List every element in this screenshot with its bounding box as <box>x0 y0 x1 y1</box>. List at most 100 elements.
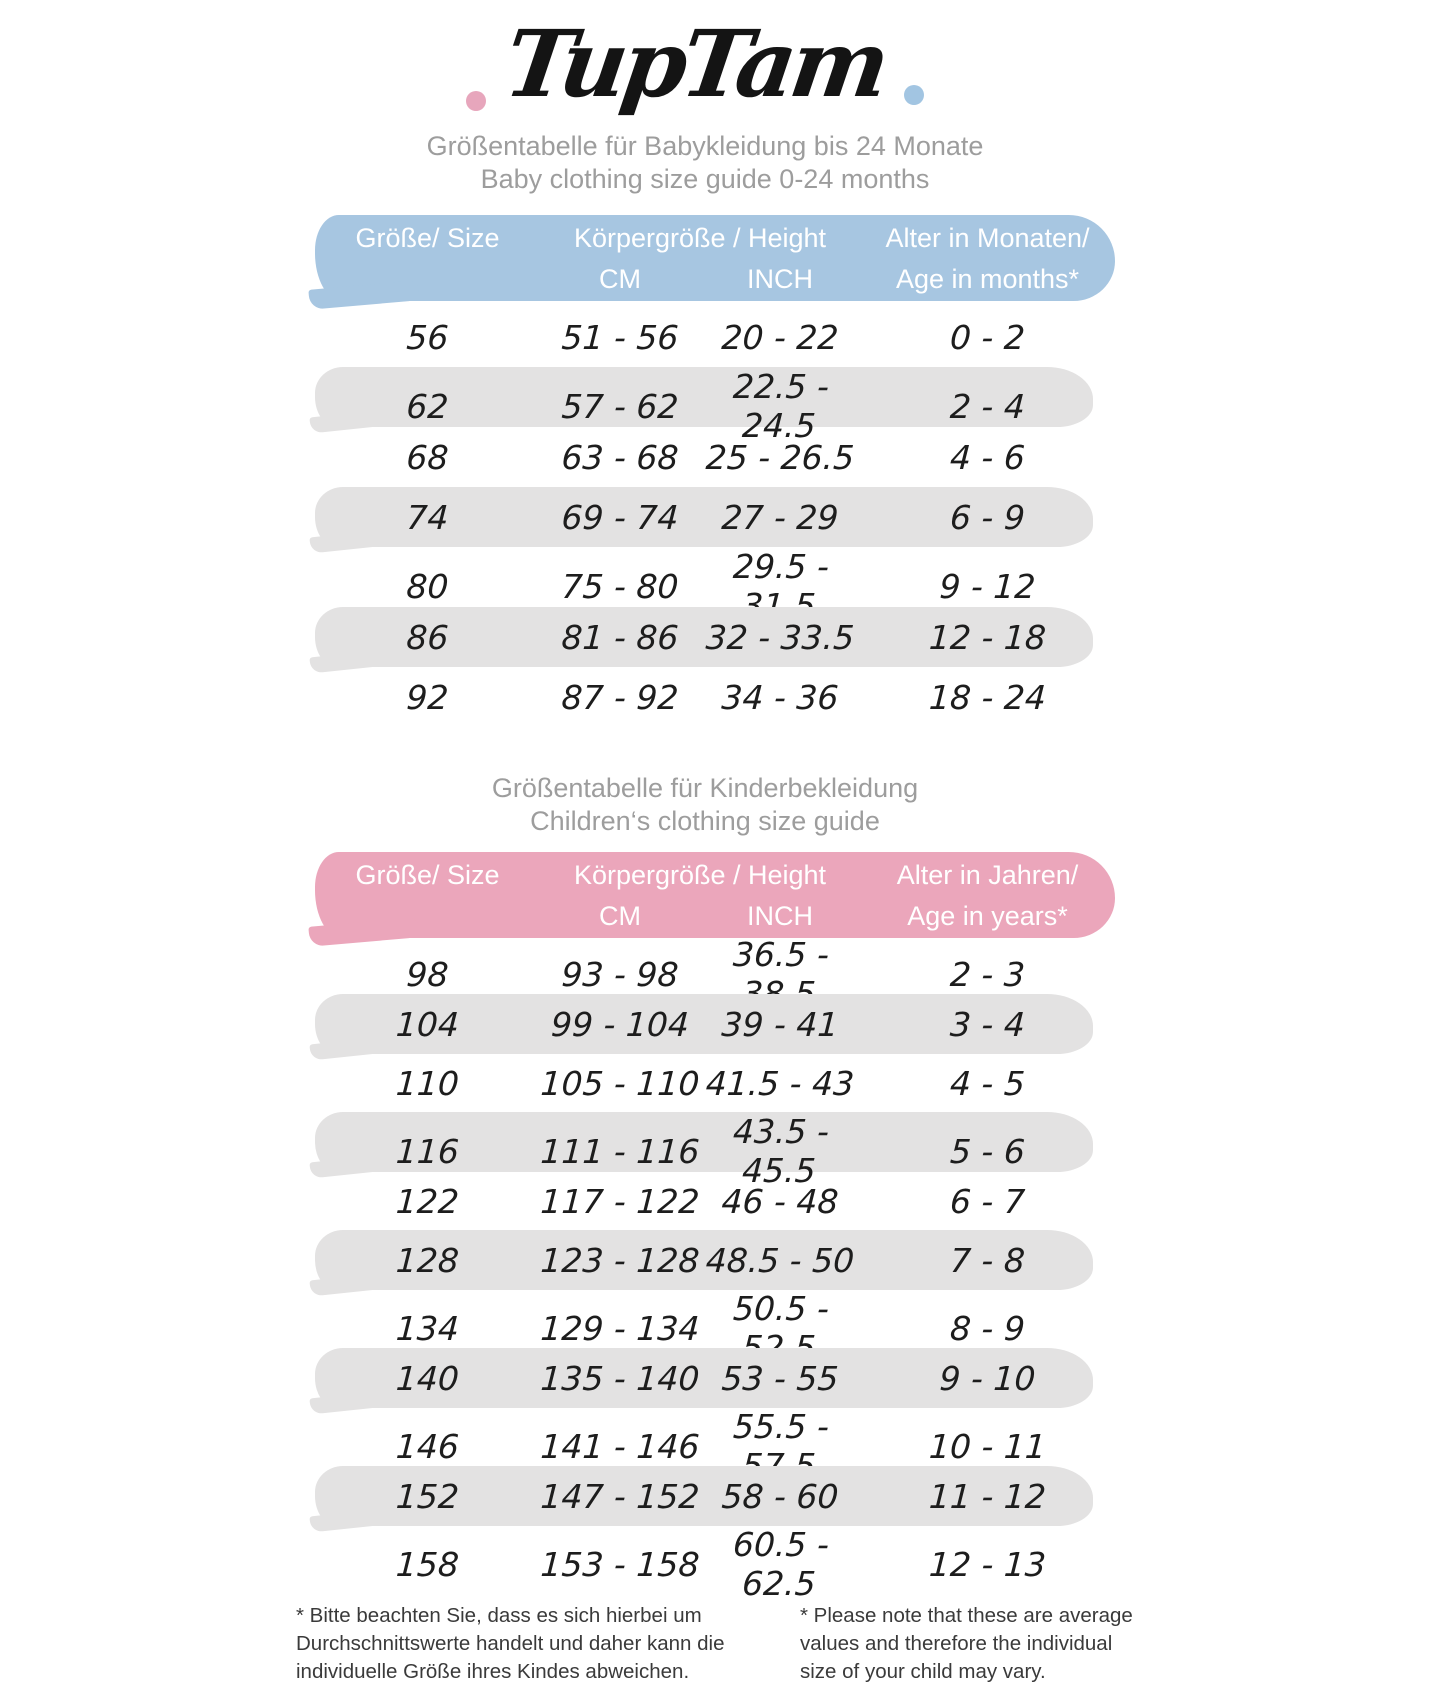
baby-header-height: Körpergröße / Height <box>573 222 827 253</box>
cell-size: 140 <box>394 1358 461 1398</box>
cell-age: 8 - 9 <box>949 1308 1026 1348</box>
cell-height-cm: 123 - 128 <box>539 1240 701 1280</box>
cell-age: 2 - 3 <box>949 954 1026 994</box>
cell-age: 6 - 7 <box>949 1181 1026 1221</box>
cell-size: 98 <box>405 954 450 994</box>
cell-height-cm: 129 - 134 <box>539 1308 701 1348</box>
baby-section-title: Größentabelle für Babykleidung bis 24 Mo… <box>0 130 1410 196</box>
children-section-title: Größentabelle für Kinderbekleidung Child… <box>0 772 1410 838</box>
table-row: 86 81 - 86 32 - 33.5 12 - 18 <box>315 607 1093 667</box>
brand-name: TupTam <box>498 10 892 118</box>
table-row: 158 153 - 158 60.5 - 62.5 12 - 13 <box>315 1525 1115 1603</box>
cell-height-cm: 51 - 56 <box>560 317 680 357</box>
cell-height-cm: 57 - 62 <box>560 386 680 426</box>
children-header-age-line2: Age in years* <box>907 900 1068 931</box>
cell-size: 56 <box>405 317 450 357</box>
cell-height-inch: 39 - 41 <box>720 1004 840 1044</box>
table-row: 146 141 - 146 55.5 - 57.5 10 - 11 <box>315 1407 1115 1485</box>
cell-size: 62 <box>405 386 450 426</box>
table-row: 128 123 - 128 48.5 - 50 7 - 8 <box>315 1230 1093 1290</box>
cell-size: 158 <box>394 1544 461 1584</box>
logo-pink-dot-icon <box>466 90 487 111</box>
cell-age: 4 - 6 <box>949 437 1026 477</box>
table-row: 140 135 - 140 53 - 55 9 - 10 <box>315 1348 1093 1408</box>
footnote-german: * Bitte beachten Sie, dass es sich hierb… <box>296 1604 725 1683</box>
table-row: 92 87 - 92 34 - 36 18 - 24 <box>315 667 1115 727</box>
cell-size: 80 <box>405 566 450 606</box>
cell-age: 3 - 4 <box>949 1004 1026 1044</box>
cell-size: 92 <box>405 677 450 717</box>
baby-header-cm: CM <box>599 263 641 294</box>
baby-header-size: Größe/ Size <box>355 222 500 253</box>
table-row: 74 69 - 74 27 - 29 6 - 9 <box>315 487 1093 547</box>
table-row: 68 63 - 68 25 - 26.5 4 - 6 <box>315 427 1115 487</box>
baby-table-header: Größe/ Size Körpergröße / Height CM INCH… <box>315 215 1115 301</box>
cell-size: 146 <box>394 1426 461 1466</box>
cell-height-inch: 58 - 60 <box>720 1476 840 1516</box>
table-row: 116 111 - 116 43.5 - 45.5 5 - 6 <box>315 1112 1093 1190</box>
baby-header-inch: INCH <box>747 263 813 294</box>
table-row: 98 93 - 98 36.5 - 38.5 2 - 3 <box>315 935 1115 1013</box>
cell-age: 4 - 5 <box>949 1063 1026 1103</box>
cell-height-cm: 69 - 74 <box>560 497 680 537</box>
cell-size: 116 <box>394 1131 461 1171</box>
cell-height-inch: 48.5 - 50 <box>704 1240 856 1280</box>
logo: TupTam <box>0 10 1390 118</box>
cell-height-inch: 53 - 55 <box>720 1358 840 1398</box>
cell-age: 2 - 4 <box>949 386 1026 426</box>
cell-height-cm: 81 - 86 <box>560 617 680 657</box>
cell-age: 11 - 12 <box>928 1476 1047 1516</box>
baby-header-age-line2: Age in months* <box>895 263 1080 294</box>
baby-title-en: Baby clothing size guide 0-24 months <box>480 164 930 194</box>
cell-size: 104 <box>394 1004 461 1044</box>
table-row: 104 99 - 104 39 - 41 3 - 4 <box>315 994 1093 1054</box>
baby-header-age-line1: Alter in Monaten/ <box>885 222 1090 253</box>
cell-height-inch: 46 - 48 <box>720 1181 840 1221</box>
cell-height-cm: 153 - 158 <box>539 1544 701 1584</box>
table-row: 80 75 - 80 29.5 - 31.5 9 - 12 <box>315 547 1115 625</box>
baby-title-de: Größentabelle für Babykleidung bis 24 Mo… <box>426 131 984 161</box>
cell-height-inch: 60.5 - 62.5 <box>732 1525 830 1603</box>
cell-size: 128 <box>394 1240 461 1280</box>
cell-height-inch: 41.5 - 43 <box>704 1063 856 1103</box>
footnote-english: * Please note that these are average val… <box>800 1604 1133 1683</box>
cell-age: 12 - 18 <box>928 617 1047 657</box>
cell-size: 68 <box>405 437 450 477</box>
cell-age: 12 - 13 <box>928 1544 1047 1584</box>
cell-height-cm: 93 - 98 <box>560 954 680 994</box>
cell-size: 110 <box>394 1063 461 1103</box>
cell-age: 18 - 24 <box>928 677 1047 717</box>
children-header-height: Körpergröße / Height <box>573 859 827 890</box>
logo-blue-dot-icon <box>903 84 924 105</box>
cell-age: 9 - 12 <box>938 566 1037 606</box>
cell-age: 9 - 10 <box>938 1358 1037 1398</box>
cell-age: 5 - 6 <box>949 1131 1026 1171</box>
children-title-de: Größentabelle für Kinderbekleidung <box>491 773 919 803</box>
cell-height-inch: 25 - 26.5 <box>704 437 856 477</box>
cell-height-inch: 20 - 22 <box>720 317 840 357</box>
cell-height-inch: 32 - 33.5 <box>704 617 856 657</box>
cell-height-cm: 147 - 152 <box>539 1476 701 1516</box>
children-header-inch: INCH <box>747 900 813 931</box>
children-header-age-line1: Alter in Jahren/ <box>896 859 1079 890</box>
children-title-en: Children‘s clothing size guide <box>530 806 880 836</box>
cell-height-cm: 117 - 122 <box>539 1181 701 1221</box>
table-row: 134 129 - 134 50.5 - 52.5 8 - 9 <box>315 1289 1115 1367</box>
children-header-size: Größe/ Size <box>355 859 500 890</box>
children-table-header: Größe/ Size Körpergröße / Height CM INCH… <box>315 852 1115 938</box>
cell-height-cm: 135 - 140 <box>539 1358 701 1398</box>
cell-height-cm: 99 - 104 <box>550 1004 690 1044</box>
table-row: 56 51 - 56 20 - 22 0 - 2 <box>315 307 1115 367</box>
cell-height-inch: 27 - 29 <box>720 497 840 537</box>
table-row: 152 147 - 152 58 - 60 11 - 12 <box>315 1466 1093 1526</box>
cell-size: 86 <box>405 617 450 657</box>
table-row: 122 117 - 122 46 - 48 6 - 7 <box>315 1171 1115 1231</box>
cell-age: 0 - 2 <box>949 317 1026 357</box>
cell-height-cm: 87 - 92 <box>560 677 680 717</box>
cell-height-cm: 111 - 116 <box>539 1131 701 1171</box>
cell-size: 122 <box>394 1181 461 1221</box>
cell-size: 134 <box>394 1308 461 1348</box>
cell-height-cm: 141 - 146 <box>539 1426 701 1466</box>
table-row: 110 105 - 110 41.5 - 43 4 - 5 <box>315 1053 1115 1113</box>
cell-age: 10 - 11 <box>928 1426 1047 1466</box>
